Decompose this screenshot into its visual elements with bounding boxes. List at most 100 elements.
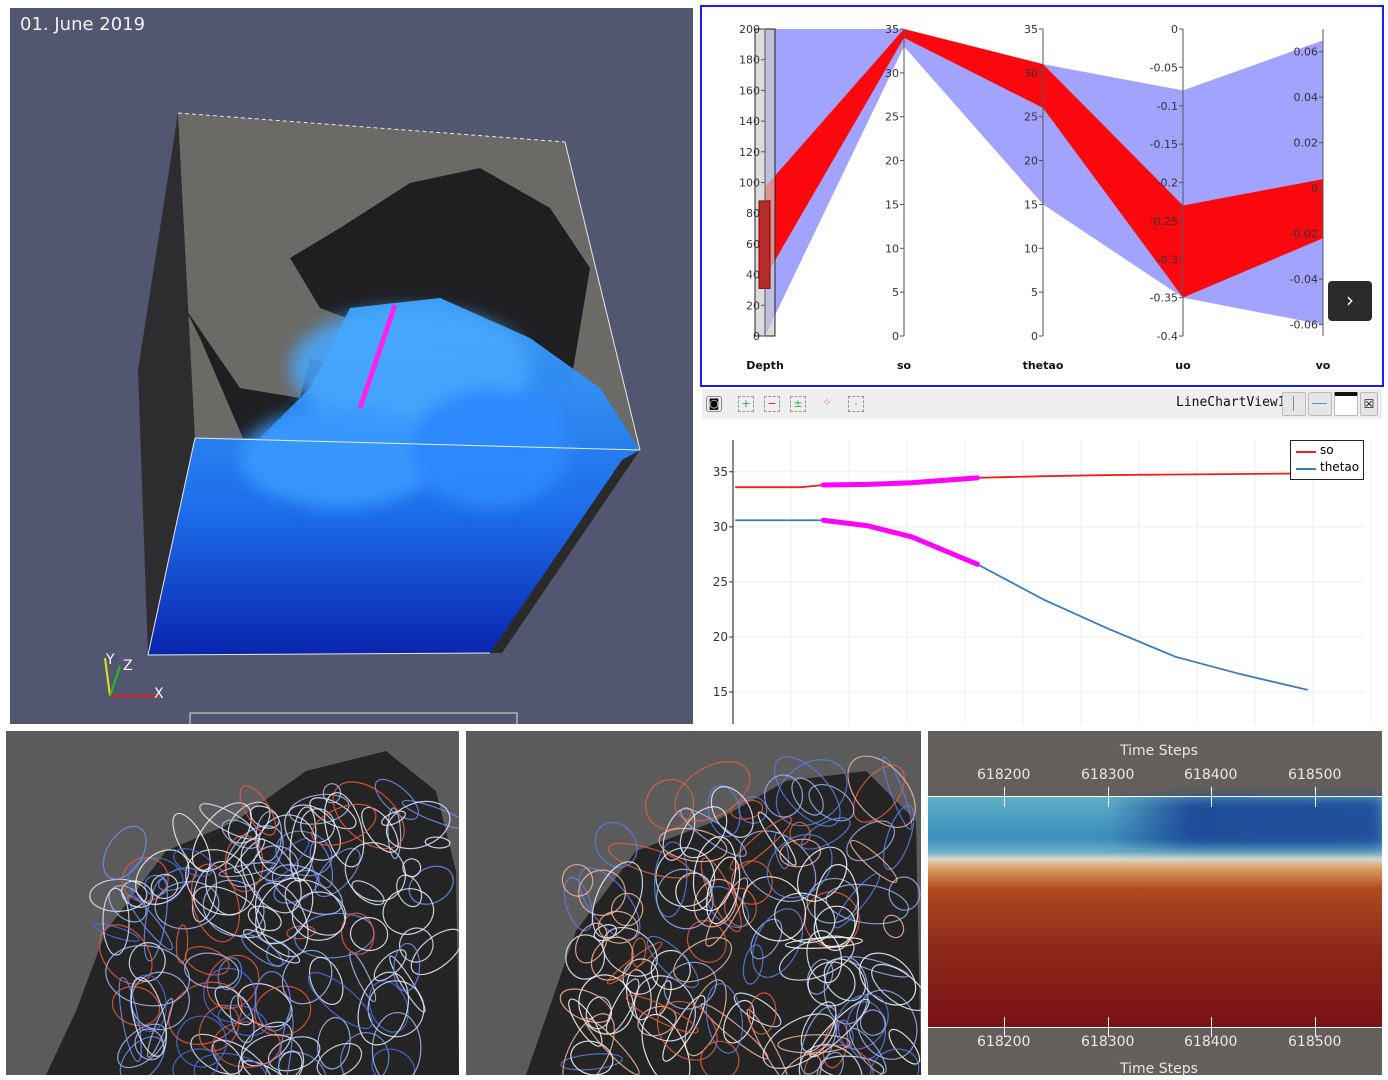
axis-label-vo: vo	[1316, 359, 1331, 372]
streamline	[291, 891, 347, 941]
axis-label-Depth: Depth	[746, 359, 784, 372]
streamline	[849, 839, 898, 883]
highlight-thetao	[820, 517, 980, 567]
camera-icon[interactable]: ◙	[706, 396, 722, 412]
streamline	[774, 756, 841, 827]
streamline-view-1[interactable]	[6, 731, 459, 1075]
maximize-icon[interactable]	[1334, 392, 1358, 416]
tick-label: 30	[1024, 67, 1038, 80]
streamline	[658, 827, 728, 863]
bottom-tick-label: 618500	[1288, 1034, 1342, 1050]
streamline	[134, 1028, 165, 1061]
top-tick-mark	[1108, 787, 1109, 807]
streamline	[309, 841, 334, 889]
streamline	[742, 944, 764, 985]
streamline	[856, 989, 918, 1060]
clear-selection-icon[interactable]: ·	[848, 396, 864, 412]
streamline	[221, 819, 261, 849]
select-points-icon[interactable]: ⁘	[822, 396, 832, 409]
streamline	[813, 905, 856, 948]
tick-label: 120	[739, 146, 760, 159]
streamline	[118, 976, 142, 1062]
streamline	[254, 971, 292, 1032]
streamline	[240, 838, 302, 914]
streamline	[806, 930, 843, 984]
streamline	[382, 888, 435, 935]
streamline	[562, 1013, 615, 1075]
streamline	[882, 804, 915, 871]
orientation-axes: X Y Z	[104, 652, 164, 702]
streamline	[800, 1001, 837, 1053]
tick-label: 10	[885, 242, 899, 255]
top-tick-mark	[1315, 787, 1316, 807]
streamline	[710, 786, 754, 838]
time-depth-heatmap[interactable]: Time Steps Time Steps 618200 618200 618300…	[928, 731, 1382, 1075]
top-tick-label: 618300	[1081, 767, 1135, 783]
parallel-coordinates-view[interactable]: 0 20 40 60 80 100 120 140 160 180 200 Depth 0 5 10 15 20…	[700, 5, 1384, 387]
tick-label: -0.1	[1157, 100, 1178, 113]
next-arrow-button[interactable]: ›	[1328, 281, 1372, 321]
selected-probe-line[interactable]	[357, 304, 398, 409]
tick-label: 20	[1024, 155, 1038, 168]
tick-label: -0.4	[1157, 330, 1178, 343]
streamline	[408, 865, 454, 905]
streamline	[385, 800, 451, 850]
streamline	[323, 792, 365, 868]
axis-label-so: so	[897, 359, 912, 372]
streamline	[351, 880, 385, 906]
split-vertical-icon[interactable]	[1308, 392, 1332, 416]
streamline	[308, 956, 344, 1005]
streamline	[693, 878, 737, 928]
streamline	[288, 793, 350, 825]
streamline	[184, 952, 240, 989]
streamline	[835, 993, 889, 1050]
y-tick-label: 20	[713, 630, 728, 644]
streamline	[401, 799, 459, 831]
streamline	[646, 935, 699, 988]
streamline	[847, 755, 916, 828]
tick-label: 100	[739, 177, 760, 190]
subtract-selection-icon[interactable]: −	[764, 396, 780, 412]
streamline	[882, 914, 905, 939]
y-tick-label: 25	[713, 575, 728, 589]
streamline	[807, 961, 856, 1007]
streamline	[121, 856, 169, 903]
streamline	[684, 979, 727, 1057]
streamline-view-2[interactable]	[466, 731, 921, 1075]
3d-render-view[interactable]: X Y Z 01. June 2019	[10, 8, 693, 724]
streamline	[801, 817, 851, 850]
streamline	[316, 1042, 363, 1075]
streamline	[849, 1027, 887, 1075]
tick-label: 80	[746, 207, 760, 220]
tick-label: 0	[753, 330, 760, 343]
streamline	[154, 880, 220, 930]
streamline	[748, 992, 777, 1035]
streamline	[135, 849, 190, 905]
ocean-volume-render[interactable]: X Y Z	[10, 8, 693, 724]
line-chart[interactable]: 15 20 25 30 35 so thetao	[704, 420, 1382, 724]
streamline	[606, 941, 663, 985]
toggle-selection-icon[interactable]: ±	[790, 396, 806, 412]
streamline	[650, 949, 691, 991]
streamline	[217, 957, 243, 991]
streamline	[590, 936, 634, 981]
time-slider-box[interactable]	[189, 712, 518, 724]
streamline	[398, 927, 434, 963]
svg-text:Y: Y	[105, 652, 115, 668]
tick-label: 0	[1031, 330, 1038, 343]
split-horizontal-icon[interactable]	[1282, 392, 1306, 416]
bottom-axis-line	[928, 1027, 1382, 1028]
top-tick-label: 618500	[1288, 767, 1342, 783]
streamline	[888, 876, 921, 911]
legend-swatch-so	[1296, 451, 1316, 453]
add-selection-icon[interactable]: +	[738, 396, 754, 412]
streamline	[229, 994, 255, 1044]
cube-left-face	[138, 113, 195, 655]
tick-label: 15	[885, 198, 899, 211]
streamline	[637, 1005, 677, 1037]
streamline	[663, 961, 717, 1010]
streamline	[784, 936, 864, 949]
streamline	[680, 808, 747, 857]
streamline	[679, 806, 728, 859]
close-icon[interactable]: ☒	[1360, 392, 1378, 416]
